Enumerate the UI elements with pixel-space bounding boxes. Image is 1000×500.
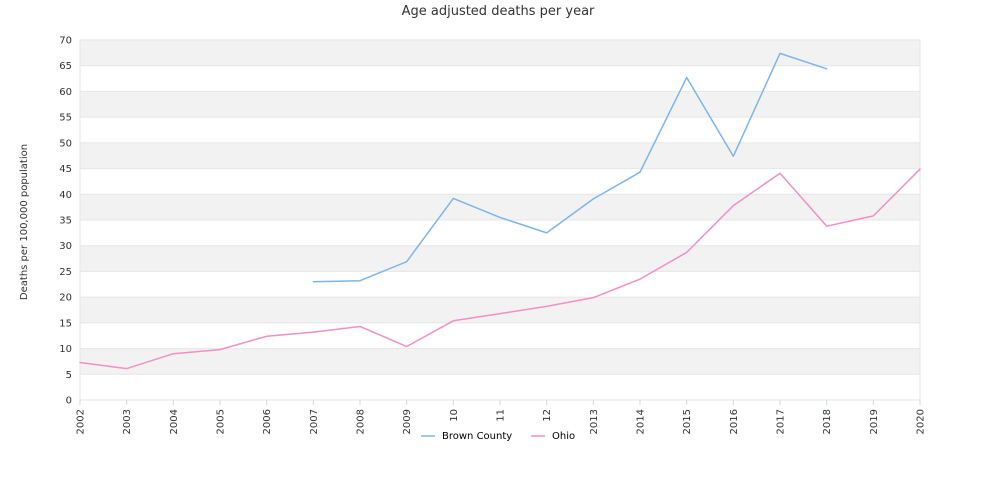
y-tick-label: 55 <box>59 113 72 124</box>
plot-band <box>80 168 920 195</box>
y-tick-label: 70 <box>59 36 72 47</box>
plot-band <box>80 65 920 92</box>
plot-band <box>80 142 920 169</box>
legend: Brown County Ohio <box>421 431 575 442</box>
series-line-brown-county[interactable] <box>312 52 828 283</box>
x-tick-label: 2016 <box>729 409 740 434</box>
y-axis-title: Deaths per 100,000 population <box>19 144 30 300</box>
chart-title: Age adjusted deaths per year <box>402 4 595 19</box>
x-tick-label: 11 <box>496 409 507 422</box>
y-tick-label: 45 <box>59 164 72 175</box>
plot-band <box>80 374 920 400</box>
x-tick-label: 2009 <box>402 409 413 434</box>
y-tick-label: 30 <box>59 241 72 252</box>
series-lines <box>79 52 921 370</box>
plot-band <box>80 220 920 246</box>
y-tick-label: 10 <box>59 344 72 355</box>
x-tick-label: 2006 <box>262 409 273 434</box>
legend-label-brown-county: Brown County <box>442 431 512 442</box>
plot-band <box>80 117 920 143</box>
x-tick-label: 2013 <box>589 409 600 434</box>
plot-band <box>80 297 920 323</box>
x-tick-label: 10 <box>449 409 460 422</box>
x-tick-label: 2003 <box>122 409 133 434</box>
x-tick-label: 2007 <box>309 409 320 434</box>
plot-band <box>80 91 920 118</box>
plot-band <box>80 40 920 66</box>
y-tick-label: 20 <box>59 293 72 304</box>
y-tick-label: 50 <box>59 138 72 149</box>
y-tick-label: 40 <box>59 190 72 201</box>
plot-band <box>80 194 920 220</box>
x-tick-label: 2015 <box>682 409 693 434</box>
x-tick-label: 2002 <box>76 409 87 434</box>
x-tick-label: 2018 <box>822 409 833 434</box>
plot-band <box>80 322 920 349</box>
y-tick-label: 0 <box>66 396 72 407</box>
x-tick-label: 2004 <box>169 409 180 434</box>
x-tick-label: 12 <box>542 409 553 422</box>
y-tick-label: 60 <box>59 87 72 98</box>
y-tick-label: 5 <box>66 370 72 381</box>
y-axis-ticks: 0 5 10 15 20 25 30 35 40 45 50 55 60 65 70 <box>59 36 72 407</box>
plot-band <box>80 271 920 298</box>
plot-bands <box>80 40 920 400</box>
plot-band <box>80 245 920 272</box>
x-tick-label: 2008 <box>356 409 367 434</box>
x-tick-label: 2019 <box>869 409 880 434</box>
y-tick-label: 25 <box>59 267 72 278</box>
legend-item-brown-county[interactable]: Brown County <box>421 431 512 442</box>
x-tick-label: 2005 <box>216 409 227 434</box>
series-line-ohio[interactable] <box>79 168 921 370</box>
x-tick-label: 2014 <box>636 409 647 434</box>
legend-item-ohio[interactable]: Ohio <box>531 431 575 442</box>
x-tick-label: 2017 <box>776 409 787 434</box>
y-tick-label: 35 <box>59 216 72 227</box>
y-tick-label: 65 <box>59 61 72 72</box>
x-tick-label: 2020 <box>916 409 927 434</box>
plot-band <box>80 348 920 375</box>
y-tick-label: 15 <box>59 318 72 329</box>
legend-label-ohio: Ohio <box>552 431 575 442</box>
x-axis-ticks: 2002 2003 2004 2005 2006 2007 2008 2009 10 11 12 20… <box>76 400 927 434</box>
